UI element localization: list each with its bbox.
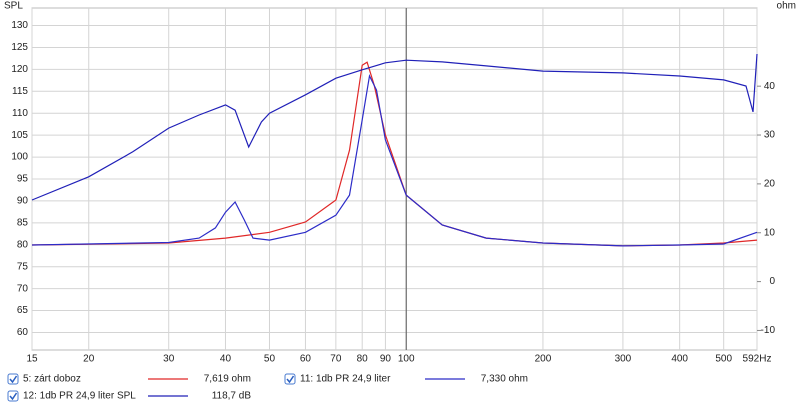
y-tick-label: 70 (17, 283, 29, 294)
y-tick-label: 75 (17, 261, 29, 272)
series-line (31, 73, 758, 247)
y-tick-label: 90 (17, 196, 29, 207)
y-tick-label: 110 (12, 108, 28, 119)
x-tick-label: 80 (357, 354, 369, 365)
checkmark (9, 392, 18, 401)
x-tick-label: 300 (615, 354, 632, 365)
x-tick-label: 20 (83, 354, 95, 365)
y2-tick-label: 20 (764, 179, 776, 190)
series-line (31, 53, 758, 201)
checkmark (286, 375, 295, 384)
x-tick-label: 70 (330, 354, 342, 365)
y2-axis-label: ohm (777, 1, 796, 12)
y2-tick-label: 0 (769, 276, 775, 287)
y2-tick-label: 10 (764, 227, 776, 238)
legend-label: 12: 1db PR 24,9 liter SPL (23, 391, 136, 402)
x-tick-label: 90 (380, 354, 392, 365)
y-tick-label: 60 (17, 327, 29, 338)
x-tick-label: 592Hz (743, 354, 772, 365)
y-tick-label: 120 (11, 64, 28, 75)
legend-value: 118,7 dB (212, 391, 252, 402)
y-axis-label: SPL (4, 1, 23, 12)
legend-value: 7,330 ohm (481, 374, 528, 385)
checkmark (9, 375, 18, 384)
y-tick-label: 130 (11, 20, 28, 31)
y-tick-label: 80 (17, 239, 29, 250)
y-tick-label: 100 (11, 152, 28, 163)
y-tick-label: 95 (17, 174, 29, 185)
y-tick-label: 65 (17, 305, 29, 316)
legend-label: 11: 1db PR 24,9 liter (300, 374, 391, 385)
legend-label: 5: zárt doboz (23, 374, 81, 385)
x-tick-label: 200 (535, 354, 552, 365)
x-tick-label: 30 (163, 354, 175, 365)
y2-tick-label: 30 (764, 130, 776, 141)
y-tick-label: 105 (11, 130, 28, 141)
x-tick-label: 50 (264, 354, 276, 365)
x-tick-label: 60 (300, 354, 312, 365)
x-tick-label: 15 (26, 354, 38, 365)
y-tick-label: 115 (12, 86, 28, 97)
y2-tick-label: 40 (764, 81, 776, 92)
y-tick-label: 125 (11, 42, 28, 53)
x-tick-label: 40 (220, 354, 232, 365)
x-tick-label: 400 (671, 354, 688, 365)
y2-tick-label: -10 (761, 325, 776, 336)
x-tick-label: 100 (398, 354, 415, 365)
legend-value: 7,619 ohm (204, 374, 251, 385)
x-tick-label: 500 (715, 354, 732, 365)
y-tick-label: 85 (17, 217, 29, 228)
